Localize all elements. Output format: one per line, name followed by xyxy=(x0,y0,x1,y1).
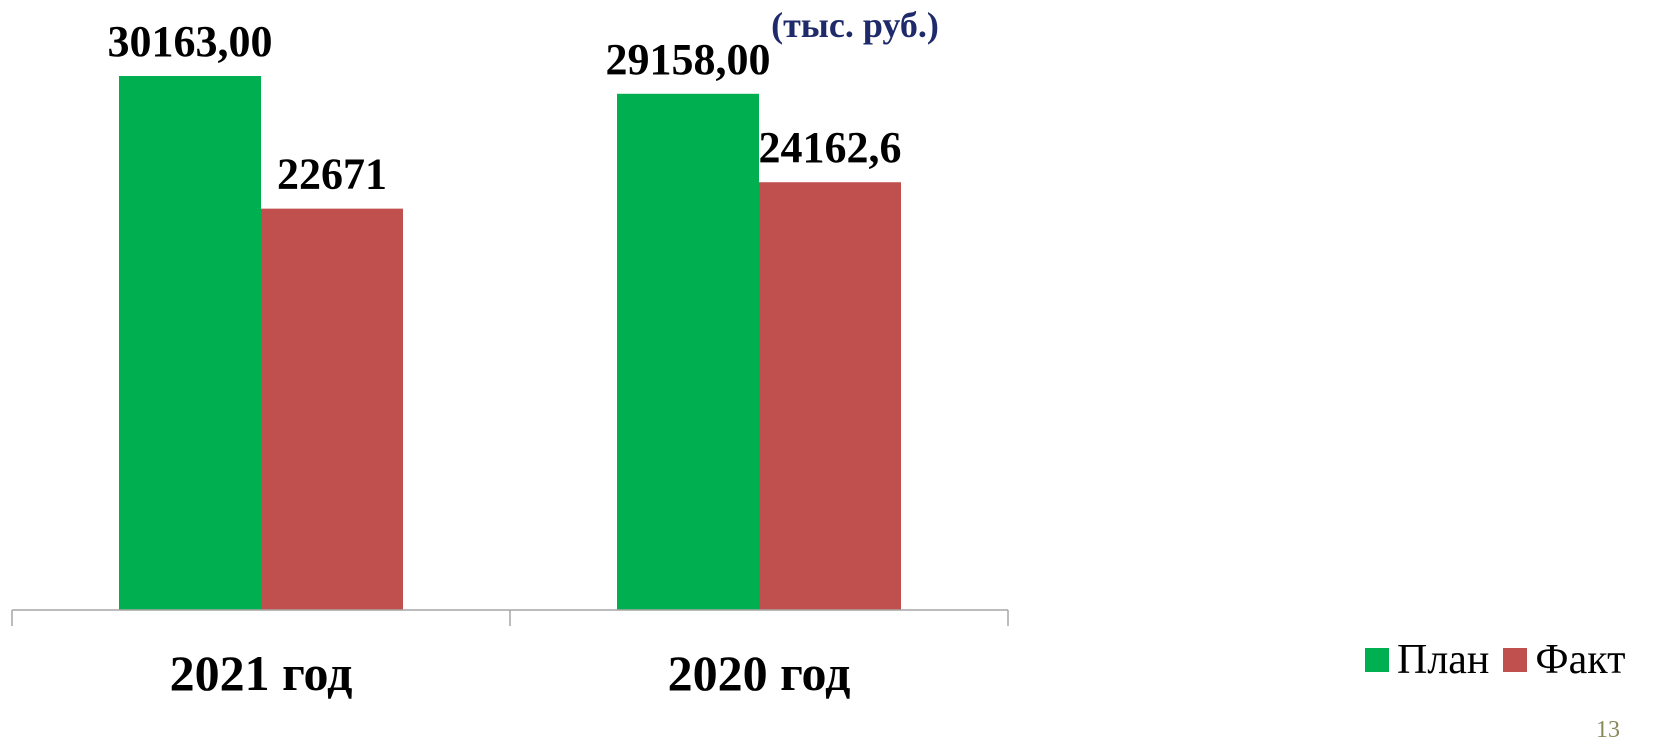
category-labels-group: 2021 год 2020 год xyxy=(170,645,851,701)
legend-item-fact: Факт xyxy=(1503,636,1625,684)
legend-item-plan: План xyxy=(1365,636,1489,684)
unit-note: (тыс. руб.) xyxy=(771,5,939,45)
bar-fact-0 xyxy=(261,208,403,610)
data-labels-group: 30163,00 22671 29158,00 24162,6 xyxy=(108,17,902,199)
slide-number: 13 xyxy=(1596,717,1620,743)
legend: План Факт xyxy=(1365,636,1625,684)
x-axis xyxy=(11,609,1009,626)
legend-label: Факт xyxy=(1535,637,1626,683)
bar-plan-0 xyxy=(119,76,261,610)
bar-fact-1 xyxy=(759,182,901,611)
category-label-0: 2021 год xyxy=(170,645,353,701)
bars-group xyxy=(119,76,901,611)
data-label-fact-0: 22671 xyxy=(277,150,387,199)
bar-plan-1 xyxy=(617,93,759,610)
data-label-fact-1: 24162,6 xyxy=(759,123,902,172)
legend-label: План xyxy=(1397,637,1490,683)
category-label-1: 2020 год xyxy=(668,645,851,701)
legend-swatch xyxy=(1503,648,1528,672)
data-label-plan-1: 29158,00 xyxy=(606,35,771,84)
data-label-plan-0: 30163,00 xyxy=(108,17,273,66)
legend-swatch xyxy=(1365,648,1389,672)
